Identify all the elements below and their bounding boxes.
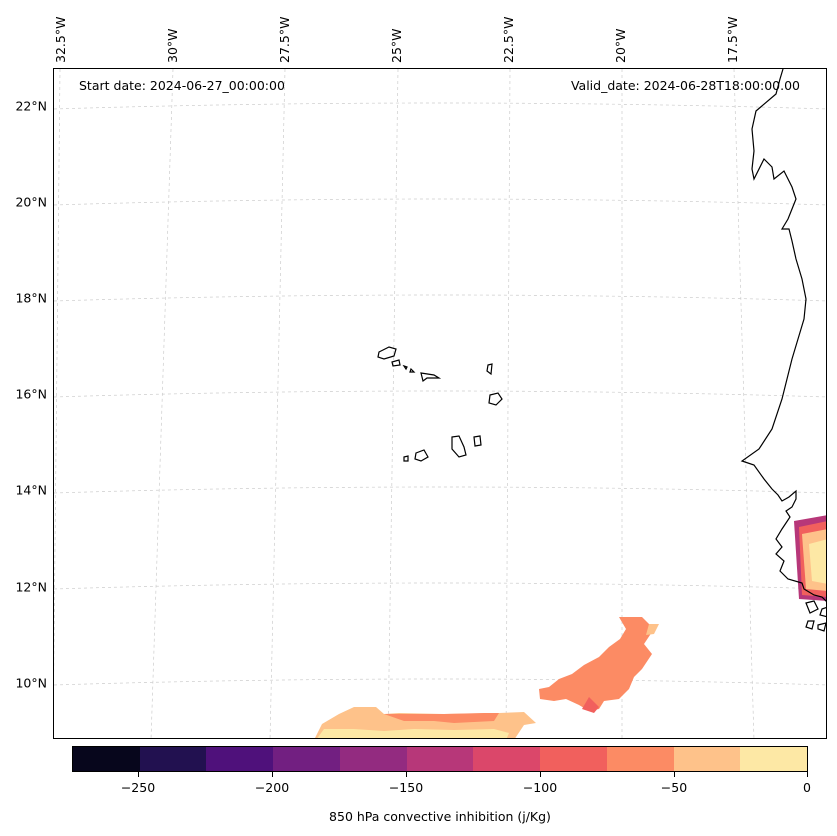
cin-contours-coast (794, 515, 826, 601)
colorbar-tick (674, 772, 675, 777)
colorbar-tick (406, 772, 407, 777)
colorbar-tick-label: −250 (120, 780, 156, 795)
colorbar-segment (73, 747, 140, 771)
colorbar-tick-label: 0 (803, 780, 811, 795)
bijagos-islands (805, 600, 826, 632)
colorbar-segment (206, 747, 274, 771)
coastlines (377, 69, 826, 632)
lon-label-25w: 25°W (389, 28, 404, 63)
lon-label-17-5w: 17.5°W (725, 16, 740, 63)
lon-label-30w: 30°W (165, 28, 180, 63)
colorbar-segment (540, 747, 607, 771)
colorbar-tick (138, 772, 139, 777)
cabo-verde-sao-vicente (391, 359, 401, 367)
lat-label-20n: 20°N (15, 194, 47, 210)
longitude-gridlines (54, 69, 755, 738)
cin-contours-ocean (315, 617, 659, 738)
lon-label-22-5w: 22.5°W (501, 16, 516, 63)
cabo-verde-boa-vista (488, 392, 503, 406)
colorbar-segment (339, 747, 407, 771)
colorbar-tick-label: −100 (522, 780, 558, 795)
map-canvas (54, 69, 826, 738)
cabo-verde-sal (486, 363, 493, 376)
colorbar-tick (540, 772, 541, 777)
lon-label-27-5w: 27.5°W (277, 16, 292, 63)
lon-label-20w: 20°W (613, 28, 628, 63)
colorbar-segment (139, 747, 207, 771)
colorbar (72, 746, 808, 772)
colorbar-segment (740, 747, 808, 771)
latitude-gridlines (54, 102, 826, 686)
cabo-verde-sao-nicolau (420, 372, 442, 383)
valid-date-label: Valid_date: 2024-06-28T18:00:00.00 (570, 78, 800, 93)
lat-label-16n: 16°N (15, 386, 47, 402)
lat-label-18n: 18°N (15, 290, 47, 306)
colorbar-segment (606, 747, 674, 771)
africa-coastline (740, 69, 826, 602)
colorbar-label: 850 hPa convective inhibition (j/Kg) (329, 809, 551, 824)
cabo-verde-santiago (451, 435, 467, 458)
colorbar-segment (673, 747, 741, 771)
colorbar-tick-label: −50 (660, 780, 688, 795)
cabo-verde-brava (403, 455, 409, 462)
lat-label-10n: 10°N (15, 675, 47, 691)
map-panel (53, 68, 827, 739)
cabo-verde-maio (473, 435, 482, 447)
cabo-verde-fogo (414, 449, 429, 462)
colorbar-segment (406, 747, 474, 771)
colorbar-tick-label: −150 (388, 780, 424, 795)
colorbar-segment (473, 747, 541, 771)
lat-label-14n: 14°N (15, 482, 47, 498)
colorbar-tick (272, 772, 273, 777)
colorbar-segment (273, 747, 340, 771)
cabo-verde-santo-antao (377, 346, 397, 360)
start-date-label: Start date: 2024-06-27_00:00:00 (79, 78, 285, 93)
lat-label-22n: 22°N (15, 98, 47, 114)
lat-label-12n: 12°N (15, 579, 47, 595)
colorbar-tick (807, 772, 808, 777)
lon-label-32-5w: 32.5°W (53, 16, 68, 63)
colorbar-tick-label: −200 (254, 780, 290, 795)
